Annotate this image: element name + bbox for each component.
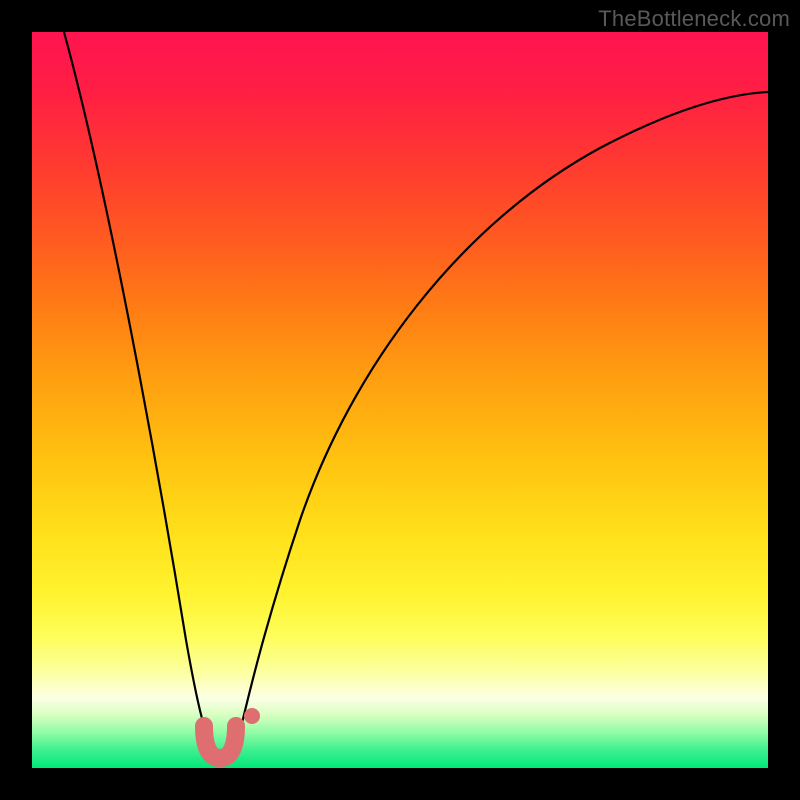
- chart-container: TheBottleneck.com: [0, 0, 800, 800]
- curves-layer: [32, 32, 768, 768]
- plot-area: [32, 32, 768, 768]
- right-curve: [236, 92, 768, 748]
- left-curve: [64, 32, 214, 748]
- watermark-text: TheBottleneck.com: [598, 6, 790, 32]
- dip-u-marker: [204, 726, 236, 758]
- dip-dot-marker: [244, 708, 260, 724]
